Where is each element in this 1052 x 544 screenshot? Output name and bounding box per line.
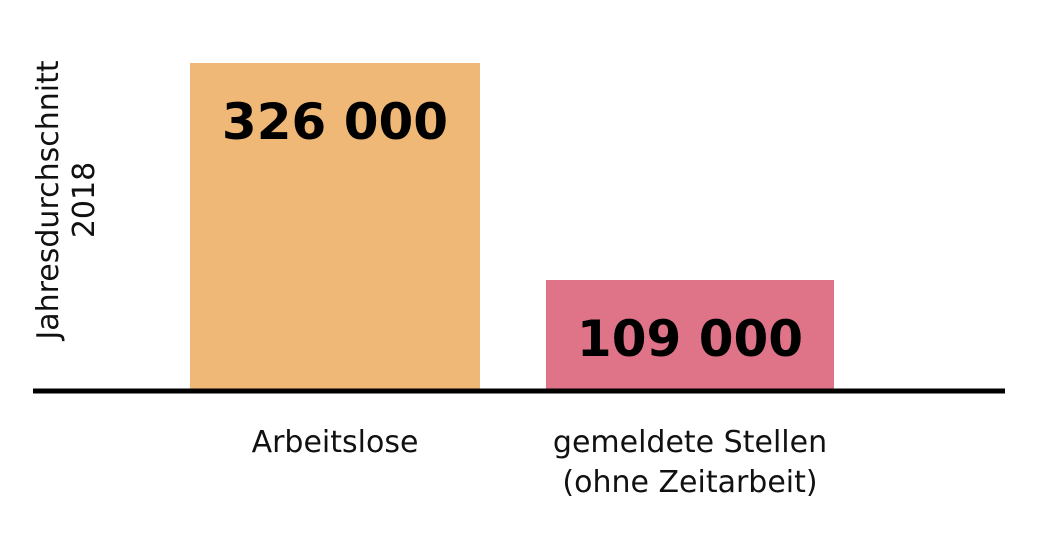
bars-group: 326 000 109 000 <box>190 63 834 389</box>
bar-value-label: 326 000 <box>222 93 448 151</box>
category-labels-group: Arbeitslose gemeldete Stellen (ohne Zeitar… <box>252 425 828 500</box>
bar <box>190 63 480 389</box>
category-label: gemeldete Stellen (ohne Zeitarbeit) <box>553 425 827 500</box>
category-label-line: gemeldete Stellen <box>553 425 827 460</box>
category-label: Arbeitslose <box>252 425 419 460</box>
category-label-line: (ohne Zeitarbeit) <box>562 465 817 500</box>
y-axis-label: Jahresdurchschnitt2018 <box>31 60 102 341</box>
bar <box>546 280 834 389</box>
category-label-line: Arbeitslose <box>252 425 419 460</box>
bar-value-label: 109 000 <box>577 310 803 368</box>
y-axis-label-line: 2018 <box>67 162 102 238</box>
y-axis-label-line: Jahresdurchschnitt <box>31 60 66 341</box>
